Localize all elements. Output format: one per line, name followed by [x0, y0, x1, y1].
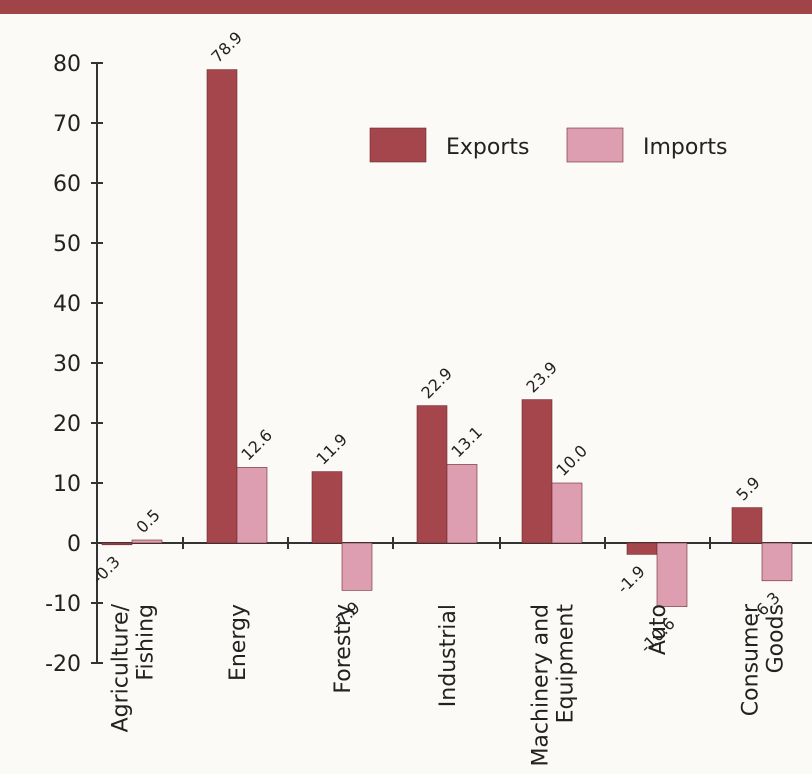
exports-bar-2 — [311, 471, 343, 544]
imports-bar-2 — [341, 542, 373, 591]
exports-value-label-6: 5.9 — [732, 473, 763, 504]
category-label: Fishing — [134, 604, 159, 681]
category-label: Industrial — [436, 604, 461, 707]
category-label: Machinery and — [529, 604, 554, 767]
y-tick-label: 60 — [53, 172, 81, 197]
top-accent-bar — [0, 0, 812, 14]
exports-value-label-4: 23.9 — [522, 358, 561, 397]
imports-bar-4 — [551, 482, 583, 544]
category-label: Consumer — [739, 603, 764, 716]
y-tick-label: 70 — [53, 112, 81, 137]
imports-value-label-0: 0.5 — [132, 505, 163, 536]
exports-value-label-5: -1.9 — [613, 562, 649, 598]
y-tick-label: 80 — [53, 52, 81, 77]
exports-value-label-2: 11.9 — [312, 430, 351, 469]
category-label: Auto — [646, 604, 671, 655]
imports-bar-5 — [656, 542, 688, 607]
exports-value-label-3: 22.9 — [417, 364, 456, 403]
imports-bar-1 — [236, 467, 268, 544]
imports-value-label-1: 12.6 — [237, 426, 276, 465]
category-label: Goods — [764, 604, 789, 673]
y-tick-label: 50 — [53, 232, 81, 257]
category-label: Agriculture/ — [109, 603, 134, 732]
imports-bar-6 — [761, 542, 793, 582]
category-label: Forestry — [331, 604, 356, 694]
exports-value-label-0: -0.3 — [88, 552, 124, 588]
exports-bar-1 — [206, 69, 238, 544]
imports-bar-0 — [131, 539, 163, 544]
legend-label-exports: Exports — [446, 135, 529, 160]
y-tick-label: 20 — [53, 412, 81, 437]
exports-bar-3 — [416, 405, 448, 544]
y-tick-label: -20 — [45, 652, 81, 677]
y-tick-label: 0 — [67, 532, 81, 557]
exports-bar-4 — [521, 399, 553, 544]
category-label: Equipment — [554, 604, 579, 724]
exports-bar-6 — [731, 507, 763, 544]
y-tick-label: -10 — [45, 592, 81, 617]
legend-swatch-exports — [369, 127, 427, 163]
imports-value-label-3: 13.1 — [447, 423, 486, 462]
imports-value-label-4: 10.0 — [552, 441, 591, 480]
legend-swatch-imports — [566, 127, 624, 163]
exports-bar-5 — [626, 542, 658, 555]
legend-label-imports: Imports — [643, 135, 727, 160]
y-tick-label: 40 — [53, 292, 81, 317]
imports-bar-3 — [446, 464, 478, 544]
y-tick-label: 10 — [53, 472, 81, 497]
category-label: Energy — [226, 604, 251, 681]
exports-value-label-1: 78.9 — [207, 28, 246, 67]
exports-bar-0 — [101, 542, 133, 546]
y-tick-label: 30 — [53, 352, 81, 377]
